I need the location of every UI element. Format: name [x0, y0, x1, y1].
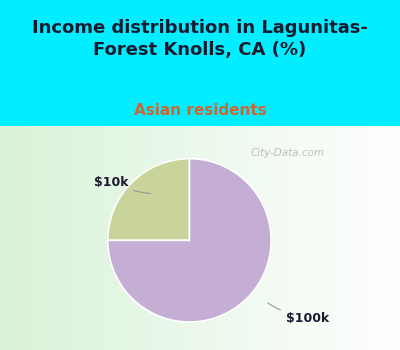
Text: Asian residents: Asian residents — [134, 103, 266, 118]
Text: City-Data.com: City-Data.com — [251, 148, 325, 158]
Text: $10k: $10k — [94, 176, 151, 194]
Wedge shape — [108, 159, 190, 240]
Text: Income distribution in Lagunitas-
Forest Knolls, CA (%): Income distribution in Lagunitas- Forest… — [32, 19, 368, 59]
Wedge shape — [108, 159, 271, 322]
Text: $100k: $100k — [268, 303, 329, 325]
